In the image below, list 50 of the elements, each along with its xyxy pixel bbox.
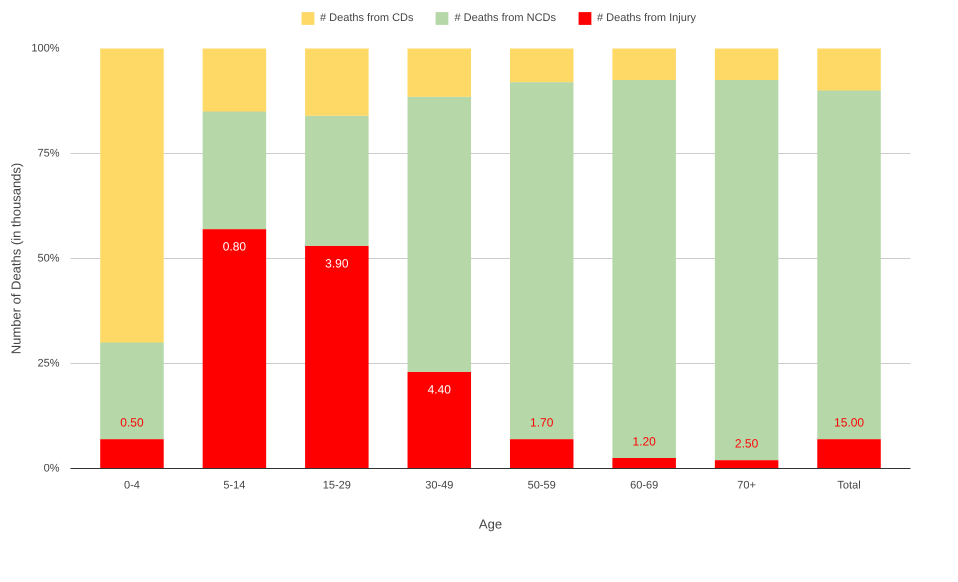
annotation: 15.00 (834, 416, 864, 430)
annotation: 0.80 (222, 240, 246, 254)
legend-label: # Deaths from CDs (320, 12, 414, 24)
bar (202, 48, 266, 112)
annotation: 3.90 (325, 256, 349, 270)
x-tick-label: 30-49 (425, 480, 454, 492)
bar (408, 96, 472, 372)
bar (714, 460, 778, 468)
y-tick-label: 25% (37, 358, 60, 370)
bar (817, 439, 881, 468)
x-tick-label: 60-69 (630, 480, 658, 492)
x-axis-title: Age (478, 516, 502, 532)
x-tick-label: Total (837, 480, 861, 492)
annotation: 2.50 (734, 436, 759, 450)
x-tick-label: 0-4 (124, 480, 140, 492)
bar (202, 229, 266, 468)
bar (510, 82, 574, 440)
y-axis-title: Number of Deaths (in thousands) (8, 162, 24, 354)
y-tick-label: 100% (31, 42, 60, 54)
bar (612, 48, 676, 80)
annotation: 1.20 (632, 434, 656, 448)
bar (612, 80, 676, 458)
bar (408, 48, 472, 97)
bar (305, 116, 369, 246)
annotation: 0.50 (120, 416, 144, 430)
bar (305, 48, 369, 116)
x-tick-label: 15-29 (322, 480, 351, 492)
bar (100, 439, 164, 468)
y-tick-label: 75% (37, 148, 60, 160)
x-tick-label: 50-59 (528, 480, 556, 492)
bar (100, 48, 164, 342)
bar (510, 48, 574, 82)
x-tick-label: 70+ (737, 480, 756, 492)
bar (714, 48, 778, 80)
bar (817, 48, 881, 90)
legend-label: # Deaths from Injury (596, 12, 696, 24)
bar (408, 372, 472, 468)
x-tick-label: 5-14 (223, 480, 246, 492)
y-tick-label: 0% (44, 462, 60, 474)
bar (202, 112, 266, 230)
y-tick-label: 50% (37, 252, 60, 264)
annotation: 4.40 (428, 382, 452, 396)
bar (817, 90, 881, 440)
annotation: 1.70 (530, 416, 554, 430)
bar (510, 439, 574, 468)
legend-label: # Deaths from NCDs (454, 12, 556, 24)
bar (305, 246, 369, 468)
bar (612, 458, 676, 468)
bar (100, 342, 164, 440)
bar (714, 80, 778, 460)
